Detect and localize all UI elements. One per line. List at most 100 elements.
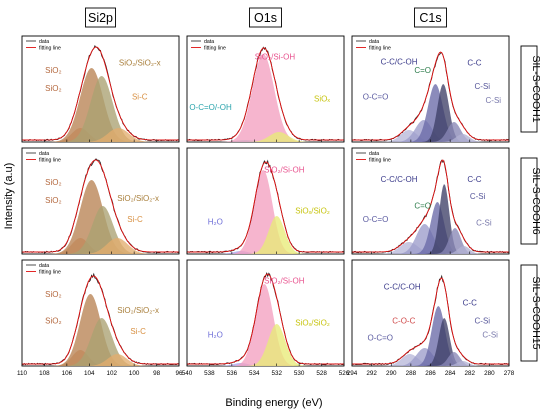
component-peak <box>187 54 344 142</box>
peak-label: C-C/C-OH <box>381 58 418 67</box>
component-peak <box>22 206 179 254</box>
x-tick-label: 534 <box>249 370 260 377</box>
component-peak <box>187 170 344 254</box>
peak-label: C-Si <box>475 82 491 91</box>
peak-label: C-C <box>467 175 481 184</box>
peak-label: C-C/C-OH <box>381 175 418 184</box>
component-peak <box>352 84 509 142</box>
component-peak <box>352 306 509 366</box>
fitting-line <box>187 47 344 141</box>
peak-label: C-Si <box>470 192 486 201</box>
row-label-box <box>520 157 538 245</box>
peak-label: C-Si <box>482 330 498 339</box>
component-peak <box>352 202 509 254</box>
peak-label: SiO₂/SiO₂-x <box>119 59 161 68</box>
legend-fit-label: fitting line <box>39 269 61 275</box>
peak-label: H₂O <box>208 330 223 339</box>
component-peak <box>187 284 344 366</box>
legend-fit-label: fitting line <box>369 45 391 51</box>
component-peak <box>22 76 179 142</box>
peak-label: C=O <box>414 66 431 75</box>
component-peak <box>22 318 179 366</box>
peak-label: SiO₂/Si-OH <box>264 165 305 174</box>
x-tick-label: 282 <box>464 370 475 377</box>
peak-label: SiOₓ <box>314 95 330 104</box>
x-tick-label: 98 <box>153 370 161 377</box>
legend-fit-label: fitting line <box>39 45 61 51</box>
x-tick-label: 530 <box>294 370 305 377</box>
peak-label: O-C=O <box>367 334 393 343</box>
peak-label: Si-C <box>130 327 146 336</box>
fitting-line <box>352 277 509 365</box>
peak-label: SiO₂ <box>45 66 61 75</box>
legend-fit-label: fitting line <box>369 157 391 163</box>
x-tick-label: 536 <box>227 370 238 377</box>
legend-data-label: data <box>369 151 379 157</box>
x-tick-label: 286 <box>425 370 436 377</box>
peak-label: SiO₂ <box>45 84 61 93</box>
row-label: SIL-S-COOH6 <box>530 167 542 234</box>
x-tick-label: 106 <box>62 370 73 377</box>
peak-label: C-C <box>467 59 481 68</box>
panel-o1s-sil-s-cooh15: 540 538 536 534 532 530 528 526 H₂O SiO₂/Si-OH SiO… <box>182 259 350 377</box>
column-titles: Si2p O1s C1s <box>85 7 447 28</box>
x-tick-label: 280 <box>484 370 495 377</box>
peak-label: SiOₓ/SiO₂ <box>295 319 330 328</box>
peak-label: SiO₂/SiO₂-x <box>117 306 159 315</box>
row-label: SIL-S-COOH15 <box>530 277 542 350</box>
x-tick-label: 532 <box>271 370 282 377</box>
x-tick-label: 528 <box>316 370 327 377</box>
peak-label: Si-C <box>127 215 143 224</box>
legend-fit-label: fitting line <box>204 45 226 51</box>
peak-label: C-Si <box>486 96 502 105</box>
fitting-line <box>22 275 179 365</box>
x-tick-label: 100 <box>129 370 140 377</box>
fitting-line <box>22 159 179 253</box>
fitting-line <box>22 46 179 141</box>
column-title-box <box>249 7 282 28</box>
peak-label: SiOₓ/SiO₂ <box>295 207 330 216</box>
component-peak <box>22 128 179 142</box>
peak-label: SiO₂ <box>45 317 61 326</box>
component-peak <box>22 354 179 366</box>
peak-label: SiO₂/Si-OH <box>255 52 296 61</box>
legend-data-label: data <box>39 263 49 269</box>
x-tick-label: 110 <box>17 370 28 377</box>
panel-c1s-sil-s-cooh15: 294 292 290 288 286 284 282 280 278 O-C=O C-O-C C-C… <box>347 259 515 377</box>
x-tick-label: 278 <box>504 370 515 377</box>
peak-label: C-Si <box>475 317 491 326</box>
component-peak <box>187 132 344 142</box>
column-title-box <box>414 7 447 28</box>
legend-data-label: data <box>39 151 49 157</box>
peak-label: O-C=O <box>363 215 389 224</box>
x-tick-label: 108 <box>39 370 50 377</box>
x-tick-label: 292 <box>366 370 377 377</box>
x-tick-label: 96 <box>175 370 183 377</box>
peak-label: H₂O <box>208 217 223 226</box>
peak-label: SiO₂/Si-OH <box>264 276 305 285</box>
legend-data-label: data <box>39 39 49 45</box>
peak-label: SiO₂ <box>45 178 61 187</box>
fitting-line <box>352 159 509 253</box>
legend-data-label: data <box>204 39 214 45</box>
peak-label: C-O-C <box>392 317 415 326</box>
x-tick-label: 102 <box>106 370 117 377</box>
column-title: Si2p <box>88 11 113 25</box>
peak-label: O-C=O <box>363 93 389 102</box>
component-peak <box>187 324 344 366</box>
legend-data-label: data <box>369 39 379 45</box>
legend-fit-label: fitting line <box>39 157 61 163</box>
x-axis-label: Binding energy (eV) <box>225 397 322 409</box>
peak-label: C-C/C-OH <box>384 283 421 292</box>
peak-label: SiO₂/SiO₂-x <box>117 194 159 203</box>
x-tick-label: 294 <box>347 370 358 377</box>
peak-label: Si-C <box>132 93 148 102</box>
x-tick-label: 284 <box>445 370 456 377</box>
